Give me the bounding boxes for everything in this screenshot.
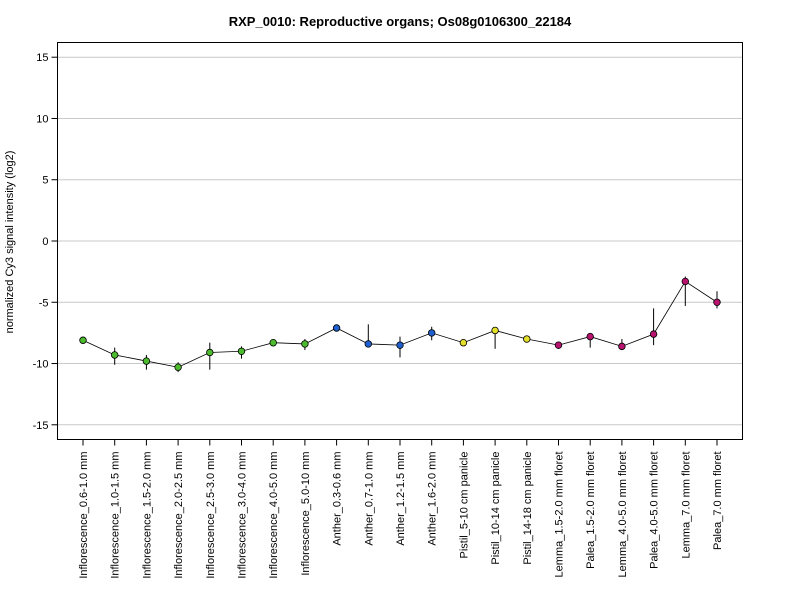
data-point — [396, 341, 404, 349]
data-point — [681, 277, 689, 286]
x-tick-label: Inflorescence_5.0-10 mm — [300, 452, 312, 576]
x-tick-label: Lemma_1.5-2.0 mm floret — [554, 452, 566, 578]
x-tick-label: Inflorescence_1.0-1.5 mm — [110, 452, 122, 579]
x-tick-label: Pistil_14-18 cm panicle — [522, 452, 534, 565]
data-point — [428, 329, 436, 337]
data-point — [459, 339, 468, 347]
data-point — [237, 347, 246, 355]
x-tick-label: Pistil_10-14 cm panicle — [490, 452, 502, 565]
x-tick-label: Inflorescence_2.0-2.5 mm — [173, 452, 185, 579]
chart-title: RXP_0010: Reproductive organs; Os08g0106… — [229, 14, 572, 29]
y-tick-label: -10 — [33, 359, 49, 371]
y-axis-label: normalized Cy3 signal intensity (log2) — [4, 151, 16, 334]
x-tick-label: Inflorescence_4.0-5.0 mm — [268, 452, 280, 579]
x-tick-label: Lemma_4.0-5.0 mm floret — [617, 452, 629, 578]
data-point — [554, 341, 563, 349]
x-tick-label: Palea_4.0-5.0 mm floret — [649, 452, 661, 569]
y-axis: 15 10 5 0 -5 -10 -15 — [33, 52, 58, 432]
data-point — [649, 330, 658, 338]
data-point — [713, 298, 721, 306]
data-point — [332, 324, 341, 332]
x-tick-label: Anther_1.6-2.0 mm — [427, 452, 439, 546]
gridlines — [57, 56, 743, 426]
x-tick-label: Anther_0.7-1.0 mm — [363, 452, 375, 546]
y-tick-label: 5 — [42, 175, 48, 187]
data-point — [206, 348, 214, 357]
x-tick-label: Pistil_5-10 cm panicle — [458, 452, 470, 559]
x-tick-label: Palea_1.5-2.0 mm floret — [585, 452, 597, 569]
x-tick-label: Inflorescence_1.5-2.0 mm — [141, 452, 153, 579]
data-point — [110, 351, 119, 359]
x-tick-label: Inflorescence_3.0-4.0 mm — [237, 452, 249, 579]
data-point — [491, 326, 499, 335]
data-point-layer — [79, 277, 721, 371]
y-tick-label: -5 — [39, 297, 49, 309]
x-tick-label: Lemma_7.0 mm floret — [680, 452, 692, 559]
data-point — [174, 363, 182, 371]
data-point — [142, 357, 151, 365]
x-tick-label: Anther_1.2-1.5 mm — [395, 452, 407, 546]
x-axis: Inflorescence_0.6-1.0 mm Inflorescence_1.… — [78, 439, 724, 579]
data-point — [586, 332, 594, 341]
data-point — [618, 342, 626, 351]
data-point — [523, 335, 531, 343]
x-tick-label: Palea_7.0 mm floret — [712, 452, 724, 550]
x-tick-label: Inflorescence_0.6-1.0 mm — [78, 452, 90, 579]
data-point — [364, 340, 372, 348]
y-tick-label: 15 — [36, 52, 48, 64]
y-tick-label: -15 — [33, 420, 49, 432]
x-tick-label: Anther_0.3-0.6 mm — [332, 452, 344, 546]
x-tick-label: Inflorescence_2.5-3.0 mm — [205, 452, 217, 579]
data-point — [269, 339, 277, 347]
y-tick-label: 10 — [36, 113, 48, 125]
data-point — [79, 336, 87, 344]
y-tick-label: 0 — [42, 236, 48, 248]
data-point — [301, 340, 309, 348]
error-bar-layer — [114, 276, 718, 373]
